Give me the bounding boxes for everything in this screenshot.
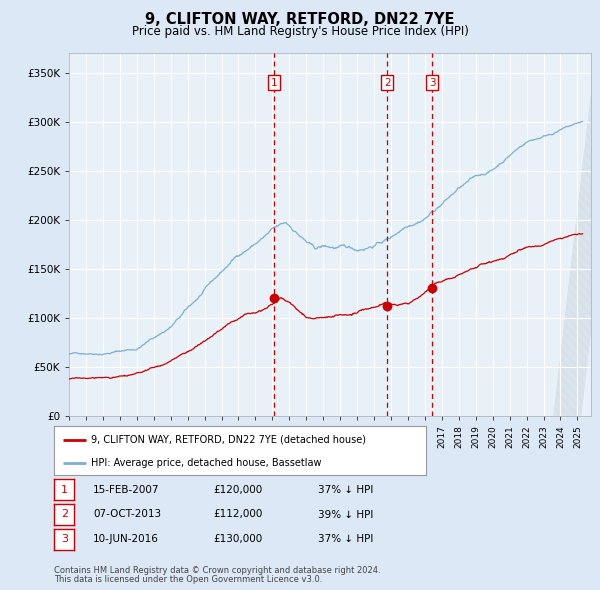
Text: Price paid vs. HM Land Registry's House Price Index (HPI): Price paid vs. HM Land Registry's House … (131, 25, 469, 38)
Text: Contains HM Land Registry data © Crown copyright and database right 2024.: Contains HM Land Registry data © Crown c… (54, 566, 380, 575)
Text: 9, CLIFTON WAY, RETFORD, DN22 7YE (detached house): 9, CLIFTON WAY, RETFORD, DN22 7YE (detac… (91, 435, 366, 445)
Text: £130,000: £130,000 (213, 535, 262, 544)
Text: 37% ↓ HPI: 37% ↓ HPI (318, 485, 373, 494)
Text: 1: 1 (61, 485, 68, 494)
Text: 3: 3 (429, 77, 436, 87)
Text: 9, CLIFTON WAY, RETFORD, DN22 7YE: 9, CLIFTON WAY, RETFORD, DN22 7YE (145, 12, 455, 27)
Text: 3: 3 (61, 535, 68, 544)
Text: £120,000: £120,000 (213, 485, 262, 494)
Text: £112,000: £112,000 (213, 510, 262, 519)
Text: 39% ↓ HPI: 39% ↓ HPI (318, 510, 373, 519)
Text: 15-FEB-2007: 15-FEB-2007 (93, 485, 160, 494)
Text: HPI: Average price, detached house, Bassetlaw: HPI: Average price, detached house, Bass… (91, 458, 322, 468)
Text: 37% ↓ HPI: 37% ↓ HPI (318, 535, 373, 544)
Text: 2: 2 (384, 77, 391, 87)
Text: 07-OCT-2013: 07-OCT-2013 (93, 510, 161, 519)
Text: 10-JUN-2016: 10-JUN-2016 (93, 535, 159, 544)
Text: This data is licensed under the Open Government Licence v3.0.: This data is licensed under the Open Gov… (54, 575, 322, 584)
Text: 2: 2 (61, 510, 68, 519)
Text: 1: 1 (271, 77, 278, 87)
